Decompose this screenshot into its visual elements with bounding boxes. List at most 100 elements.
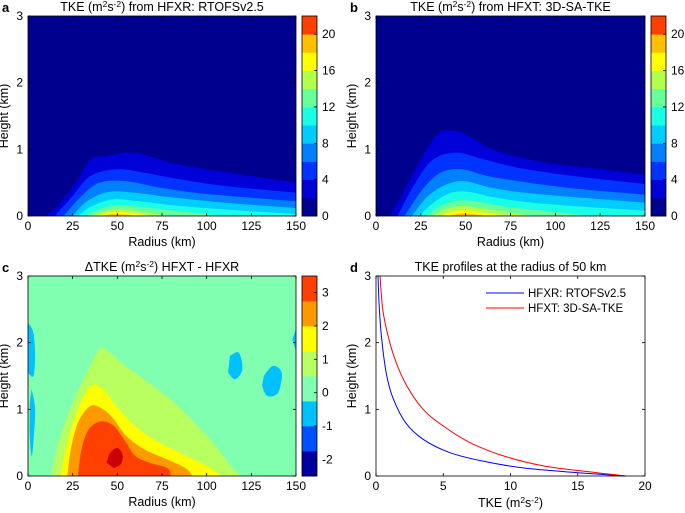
legend-label: HFXT: 3D-SA-TKE — [528, 303, 624, 315]
panel-letter: a — [2, 0, 10, 15]
axes-a: 0 25 50 75 100 125 150 0 1 2 3 Height (km) — [0, 9, 306, 233]
colorbar-tick-label: 4 — [671, 173, 678, 187]
colorbar-tick-label: 0 — [322, 209, 329, 223]
x-tick-label: 100 — [197, 479, 217, 493]
x-axis-label: Radius (km) — [477, 235, 544, 249]
colorbar-tick-label: 4 — [322, 173, 329, 187]
contour-band — [262, 365, 282, 397]
colorbar-swatch — [302, 16, 317, 35]
y-tick-label: 0 — [16, 209, 23, 223]
colorbar-swatch — [302, 179, 317, 199]
colorbar-tick-label: -1 — [322, 419, 333, 433]
y-axis-label: Height (km) — [345, 84, 359, 149]
contour-field-b — [376, 16, 645, 216]
colorbar-tick-label: 12 — [671, 100, 685, 114]
colorbar-swatch — [302, 451, 317, 477]
colorbar-tick-label: -2 — [322, 452, 333, 466]
contour-band — [447, 213, 488, 216]
colorbar-swatch — [651, 88, 666, 108]
x-tick-label: 20 — [638, 479, 652, 493]
x-tick-label: 50 — [459, 219, 473, 233]
contour-band — [228, 352, 243, 380]
y-tick-label: 0 — [364, 209, 371, 223]
x-tick-label: 100 — [545, 219, 565, 233]
x-axis-label: Radius (km) — [128, 495, 195, 509]
colorbar-tick-label: 0 — [671, 209, 678, 223]
x-tick-label: 0 — [25, 479, 32, 493]
legend: HFXR: RTOFSv2.5 HFXT: 3D-SA-TKE — [477, 284, 641, 322]
colorbar-swatch — [651, 197, 666, 217]
y-tick-label: 1 — [16, 402, 23, 416]
colorbar-tick-label: 1 — [322, 352, 329, 366]
x-tick-label: 125 — [590, 219, 610, 233]
colorbar-swatch — [651, 16, 666, 35]
colorbar-b: 0 4 8 12 16 20 — [650, 15, 685, 223]
axes-d: 0 5 10 15 20 0 1 2 3 Height (km) — [345, 269, 652, 493]
colorbar-tick-label: 0 — [322, 386, 329, 400]
colorbar-swatch — [651, 143, 666, 162]
y-tick-label: 3 — [364, 269, 371, 283]
line-series-group — [377, 275, 627, 477]
x-tick-label: 150 — [635, 219, 655, 233]
series-line-hfxt — [379, 275, 627, 477]
y-tick-label: 2 — [364, 336, 371, 350]
colorbar-swatch — [651, 161, 666, 181]
contour-field-a — [28, 16, 296, 216]
x-tick-label: 50 — [111, 219, 125, 233]
y-axis-label: Height (km) — [345, 344, 359, 409]
y-tick-label: 0 — [364, 469, 371, 483]
x-tick-label: 150 — [286, 479, 306, 493]
legend-box — [477, 284, 641, 322]
y-tick-label: 2 — [16, 336, 23, 350]
y-tick-label: 3 — [16, 9, 23, 23]
colorbar-swatch — [651, 52, 666, 71]
colorbar-tick-label: 12 — [322, 100, 336, 114]
x-tick-label: 25 — [66, 479, 80, 493]
panel-letter: b — [350, 0, 358, 15]
colorbar-swatch — [302, 161, 317, 181]
panel-letter: d — [350, 260, 358, 275]
x-tick-label: 0 — [373, 219, 380, 233]
colorbar-swatch — [302, 125, 317, 144]
plot-title: ΔTKE (m2s-2) HFXT - HFXR — [85, 259, 239, 274]
x-axis-label: TKE (m2s-2) — [478, 495, 543, 510]
x-tick-label: 75 — [504, 219, 518, 233]
series-line-hfxr — [377, 275, 625, 477]
contour-field-c — [28, 276, 296, 476]
plot-title: TKE (m2s-2) from HFXT: 3D-SA-TKE — [410, 0, 611, 14]
colorbar-frame — [650, 15, 667, 217]
x-tick-label: 50 — [111, 479, 125, 493]
axes-b: 0 25 50 75 100 125 150 0 1 2 3 Height (km) — [345, 9, 655, 233]
contour-band — [78, 421, 171, 476]
y-tick-label: 3 — [364, 9, 371, 23]
plot-title: TKE profiles at the radius of 50 km — [415, 260, 607, 274]
panel-letter: c — [2, 260, 9, 275]
y-tick-label: 0 — [16, 469, 23, 483]
x-tick-label: 15 — [571, 479, 585, 493]
colorbar-swatch — [302, 276, 317, 302]
colorbar-frame — [301, 15, 318, 217]
x-tick-label: 125 — [241, 479, 261, 493]
contour-band — [101, 213, 136, 216]
colorbar-swatch — [302, 88, 317, 108]
colorbar-swatch — [651, 106, 666, 126]
colorbar-swatch — [302, 351, 317, 377]
axes-c: 0 25 50 75 100 125 150 0 1 2 3 Height (km) — [0, 269, 306, 493]
colorbar-swatch — [302, 106, 317, 126]
colorbar-swatch — [302, 426, 317, 452]
x-tick-label: 150 — [286, 219, 306, 233]
contour-band — [28, 322, 36, 377]
colorbar-tick-label: 20 — [671, 27, 685, 41]
colorbar-swatch — [651, 70, 666, 90]
contour-band — [106, 447, 123, 468]
y-tick-label: 1 — [364, 402, 371, 416]
colorbar-swatch — [302, 143, 317, 162]
x-tick-label: 75 — [155, 219, 169, 233]
y-axis-label: Height (km) — [0, 344, 11, 409]
colorbar-tick-label: 3 — [322, 286, 329, 300]
contour-band — [29, 389, 36, 457]
y-tick-label: 1 — [16, 142, 23, 156]
colorbar-swatch — [651, 125, 666, 144]
x-tick-label: 75 — [155, 479, 169, 493]
